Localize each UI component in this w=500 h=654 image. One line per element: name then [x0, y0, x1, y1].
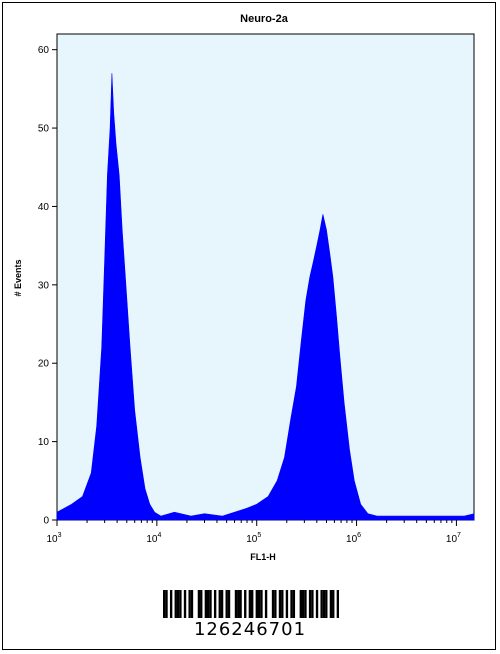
barcode-bar — [301, 590, 305, 618]
barcode-bar — [320, 590, 323, 618]
barcode-bar — [299, 590, 302, 618]
barcode-bar — [188, 590, 191, 618]
barcode-bar — [165, 590, 168, 618]
barcode-bar — [281, 590, 284, 618]
barcode-bar — [315, 590, 319, 618]
barcode-bar — [332, 590, 335, 618]
histogram-layer — [56, 73, 475, 521]
barcode-bar — [225, 590, 228, 618]
barcode-bar — [190, 590, 194, 618]
y-tick-label: 30 — [38, 280, 50, 291]
barcode-bar — [325, 590, 328, 618]
y-tick-label: 60 — [38, 45, 50, 56]
barcode — [163, 590, 339, 618]
barcode-bar — [227, 590, 231, 618]
barcode-bar — [174, 590, 177, 618]
barcode-bar — [251, 590, 254, 618]
barcode-bar — [308, 590, 312, 618]
barcode-bar — [179, 590, 182, 618]
chart-title: Neuro-2a — [240, 13, 289, 25]
y-axis: 0 10 20 30 40 50 60 — [38, 45, 57, 527]
barcode-number: 126246701 — [193, 619, 307, 640]
barcode-bar — [218, 590, 221, 618]
barcode-bar — [209, 590, 212, 618]
barcode-bar — [274, 590, 277, 618]
x-tick-label: 103 — [46, 532, 61, 545]
barcode-bar — [260, 590, 263, 618]
histogram-area — [56, 73, 475, 521]
y-tick-label: 10 — [38, 437, 50, 448]
barcode-bar — [204, 590, 208, 618]
barcode-bar — [264, 590, 268, 618]
x-tick-label: 107 — [446, 532, 461, 545]
y-tick-label: 20 — [38, 359, 50, 370]
barcode-bar — [290, 590, 293, 618]
barcode-bar — [183, 590, 187, 618]
x-tick-label: 104 — [146, 532, 161, 545]
barcode-bar — [285, 590, 289, 618]
x-tick-label: 105 — [246, 532, 261, 545]
figure-frame — [2, 2, 496, 650]
y-axis-label: # Events — [13, 259, 23, 296]
barcode-bar — [248, 590, 252, 618]
barcode-bar — [311, 590, 314, 618]
barcode-bar — [239, 590, 242, 618]
barcode-bar — [200, 590, 203, 618]
barcode-bar — [329, 590, 333, 618]
x-axis-label: FL1-H — [250, 552, 276, 562]
x-tick-label: 106 — [346, 532, 361, 545]
barcode-bar — [244, 590, 247, 618]
barcode-bar — [169, 590, 173, 618]
barcode-bar — [176, 590, 180, 618]
barcode-bar — [237, 590, 240, 618]
barcode-bar — [197, 590, 201, 618]
y-tick-label: 50 — [38, 124, 50, 135]
barcode-bar — [234, 590, 238, 618]
barcode-bar — [292, 590, 296, 618]
barcode-bar — [322, 590, 326, 618]
barcode-bar — [220, 590, 224, 618]
barcode-bar — [213, 590, 217, 618]
barcode-bar — [271, 590, 275, 618]
barcode-bar — [163, 590, 166, 618]
y-tick-label: 40 — [38, 202, 50, 213]
barcode-bar — [336, 590, 339, 618]
barcode-bar — [255, 590, 258, 618]
barcode-bar — [304, 590, 307, 618]
y-tick-label: 0 — [43, 516, 49, 527]
x-axis: 103 104 105 106 107 — [46, 520, 461, 545]
barcode-bar — [207, 590, 210, 618]
barcode-bar — [257, 590, 261, 618]
barcode-bar — [278, 590, 282, 618]
